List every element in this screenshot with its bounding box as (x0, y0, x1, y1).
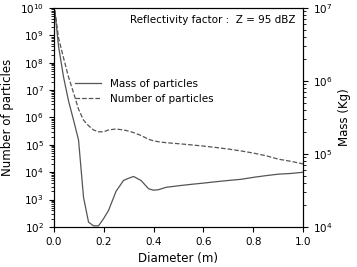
Text: Reflectivity factor :  Z = 95 dBZ: Reflectivity factor : Z = 95 dBZ (130, 15, 296, 25)
Y-axis label: Mass (Kg): Mass (Kg) (338, 89, 351, 146)
Y-axis label: Number of particles: Number of particles (1, 59, 14, 176)
X-axis label: Diameter (m): Diameter (m) (139, 252, 218, 265)
Legend: Mass of particles, Number of particles: Mass of particles, Number of particles (71, 74, 217, 108)
